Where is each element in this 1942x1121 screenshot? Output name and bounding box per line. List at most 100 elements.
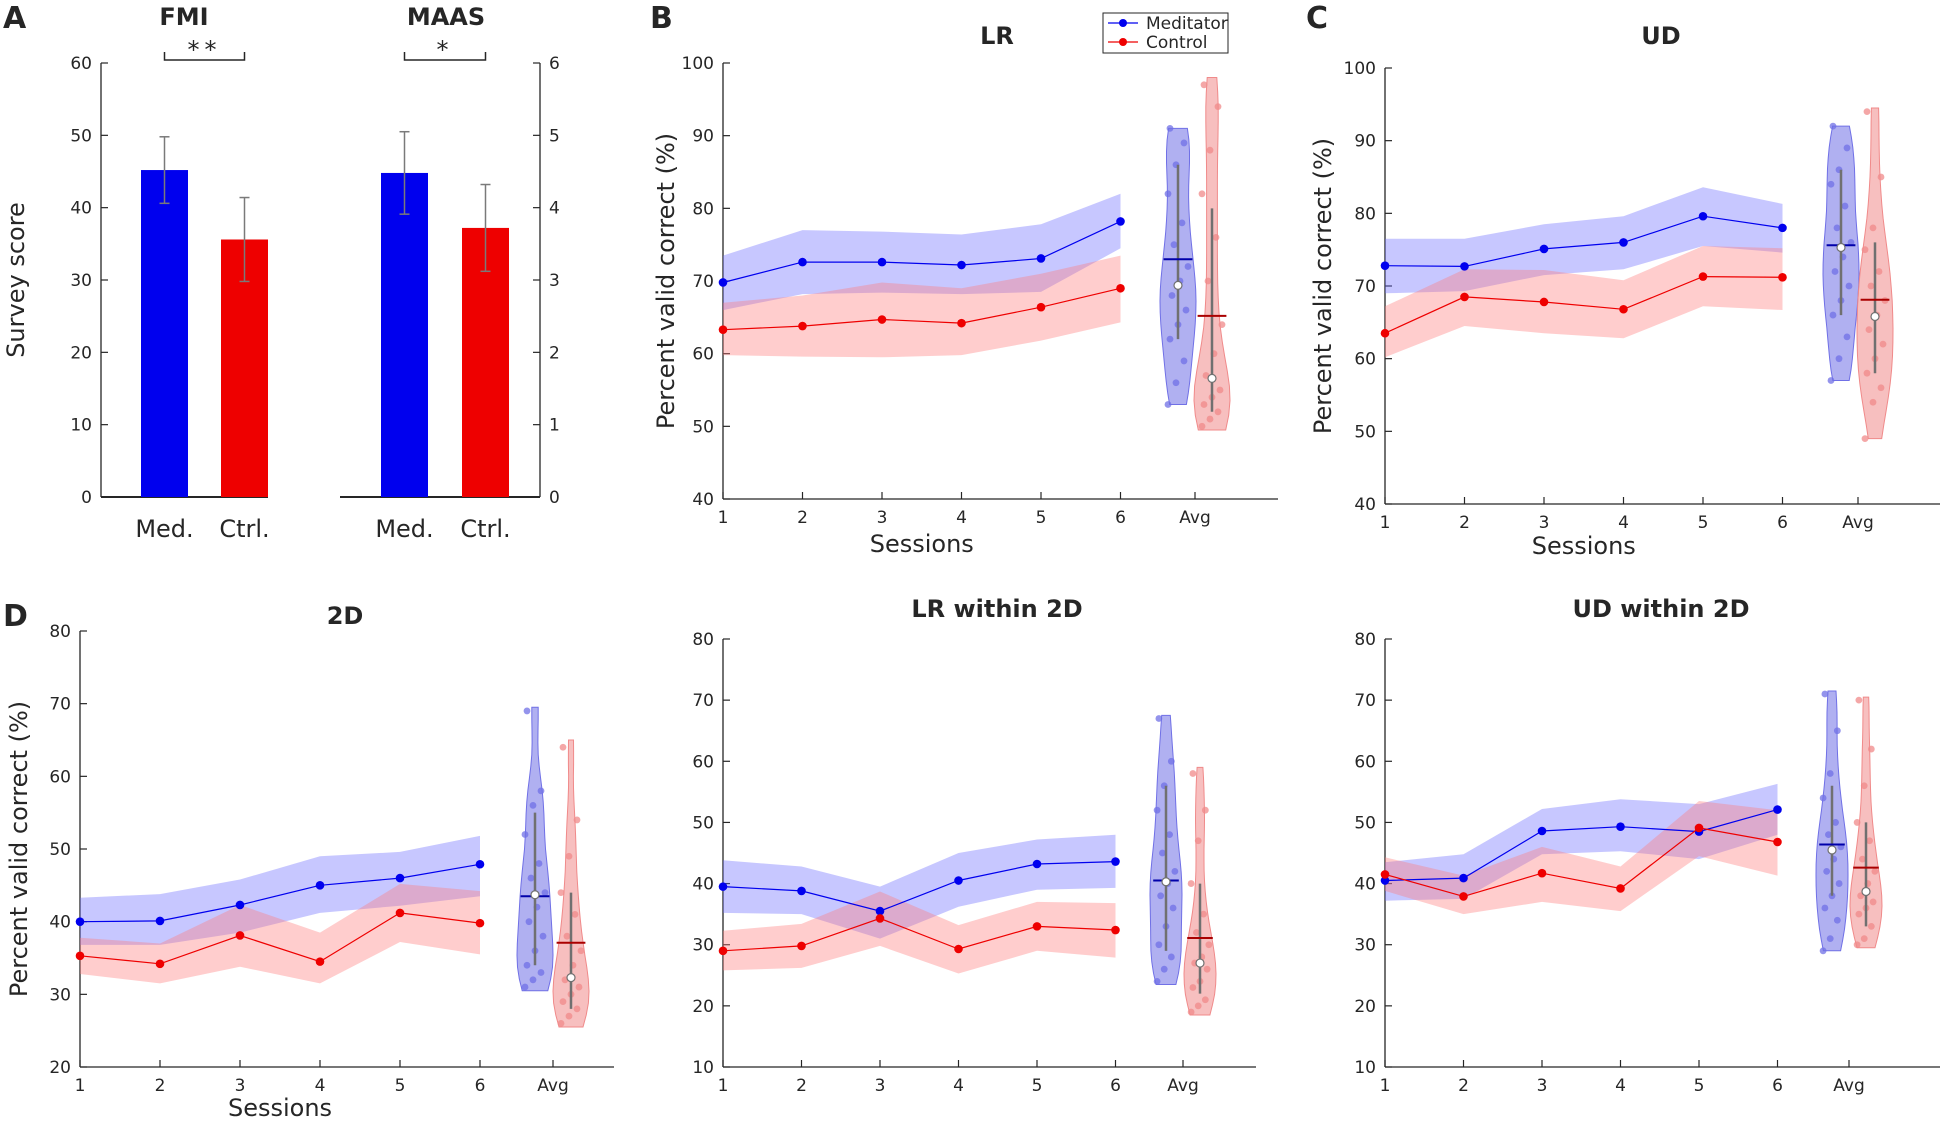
violin-point — [575, 983, 583, 991]
violin-point — [1200, 401, 1208, 408]
data-point-control — [1460, 292, 1469, 302]
y-tick-label: 30 — [692, 936, 714, 956]
violin-point — [1833, 727, 1841, 735]
x-tick-label: 2 — [155, 1076, 166, 1096]
x-tick-label: 2 — [1458, 1076, 1469, 1096]
violin-point — [537, 969, 545, 976]
x-tick-label: 5 — [1698, 513, 1709, 533]
y-tick-label: 80 — [1354, 630, 1376, 650]
violin-point — [1166, 831, 1173, 839]
data-point-control — [1694, 823, 1704, 833]
violin-point — [1214, 408, 1222, 416]
y-tick-label: 70 — [692, 272, 714, 292]
confidence-band-meditator — [723, 834, 1116, 939]
data-point-control — [957, 318, 966, 328]
data-point-meditator — [315, 881, 325, 890]
data-point-control — [1459, 892, 1468, 901]
violin-median — [1861, 886, 1871, 897]
violin-point — [565, 852, 573, 860]
y-tick-label: 50 — [1354, 422, 1376, 442]
violin-point — [525, 918, 533, 926]
violin-point — [577, 947, 585, 955]
data-point-control — [718, 325, 728, 334]
y-tick-label: 10 — [70, 416, 92, 436]
violin-point — [1853, 819, 1861, 826]
violin-point — [1164, 401, 1172, 408]
data-point-meditator — [1773, 805, 1782, 814]
y-tick-label: 80 — [49, 622, 71, 642]
legend-label-meditator: Meditator — [1146, 14, 1228, 34]
data-point-meditator — [155, 916, 165, 926]
series-line-meditator — [79, 863, 481, 923]
violin-median — [566, 973, 576, 983]
x-tick-label: 2 — [1459, 513, 1470, 533]
confidence-band-control — [723, 255, 1121, 358]
data-point-meditator — [475, 859, 485, 869]
violin-point — [1155, 715, 1163, 722]
violin-point — [1823, 867, 1831, 875]
data-point-meditator — [1380, 261, 1390, 270]
y-tick-label: 100 — [1344, 59, 1376, 79]
avg-tick-label: Avg — [537, 1076, 569, 1096]
violin-point — [529, 802, 537, 809]
y-tick-label: 40 — [70, 199, 92, 219]
violin-point — [1860, 782, 1868, 790]
violin-point — [1819, 947, 1827, 955]
violin-point — [1160, 965, 1168, 973]
violin-point — [1869, 224, 1877, 232]
bar-med — [381, 172, 428, 498]
series-line-control — [79, 912, 481, 965]
violin-point — [1166, 335, 1174, 343]
avg-tick-label: Avg — [1833, 1076, 1865, 1096]
violin-point — [1829, 311, 1837, 319]
violin-point — [523, 961, 531, 969]
violin-point — [1168, 292, 1176, 299]
significance-stars: * — [437, 36, 454, 64]
y-tick-label: 40 — [49, 913, 71, 933]
y-tick-label: 60 — [692, 345, 714, 365]
data-point-meditator — [1537, 826, 1547, 836]
violin-point — [523, 707, 531, 715]
violin-point — [1867, 922, 1875, 930]
y-tick-label: 5 — [549, 126, 560, 146]
violin-point — [1200, 910, 1207, 918]
violin-point — [557, 889, 565, 896]
y-tick-label: 0 — [81, 488, 92, 508]
violin-median — [1207, 373, 1217, 383]
x-tick-label: 6 — [475, 1076, 486, 1096]
violin-point — [557, 1020, 565, 1027]
x-tick-label: 3 — [1537, 1076, 1548, 1096]
data-point-control — [877, 315, 887, 324]
x-tick-label: 2 — [797, 508, 808, 528]
violin-point — [571, 911, 579, 918]
y-tick-label: 100 — [682, 54, 714, 74]
data-point-control — [75, 951, 85, 961]
y-tick-label: 80 — [692, 630, 714, 650]
violin-point — [1821, 690, 1829, 698]
x-tick-label: 3 — [1539, 513, 1550, 533]
violin-point — [1178, 219, 1186, 227]
x-tick-label: 6 — [1115, 508, 1126, 528]
violin-point — [1855, 696, 1863, 704]
x-tick-label: 3 — [875, 1076, 886, 1096]
violin-point — [1843, 144, 1851, 152]
chart-title: UD — [1641, 22, 1680, 50]
violin-median — [1827, 845, 1837, 855]
violin-point — [1827, 377, 1835, 384]
series-line-meditator — [1384, 215, 1783, 268]
confidence-band-meditator — [1385, 187, 1783, 294]
violin-point — [1201, 806, 1209, 814]
data-point-control — [1116, 283, 1125, 293]
violin-point — [1214, 103, 1222, 110]
data-point-control — [797, 941, 806, 951]
x-tick-label: 1 — [1380, 1076, 1391, 1096]
violin-point — [1819, 794, 1827, 802]
violin-point — [1833, 916, 1841, 924]
violin-point — [1189, 770, 1197, 777]
violin-median — [1161, 877, 1171, 887]
x-tick-label: 4 — [315, 1076, 326, 1096]
violin-point — [1863, 369, 1871, 377]
y-tick-label: 70 — [1354, 277, 1376, 297]
y-tick-label: 60 — [70, 54, 92, 74]
violin-point — [539, 932, 547, 940]
